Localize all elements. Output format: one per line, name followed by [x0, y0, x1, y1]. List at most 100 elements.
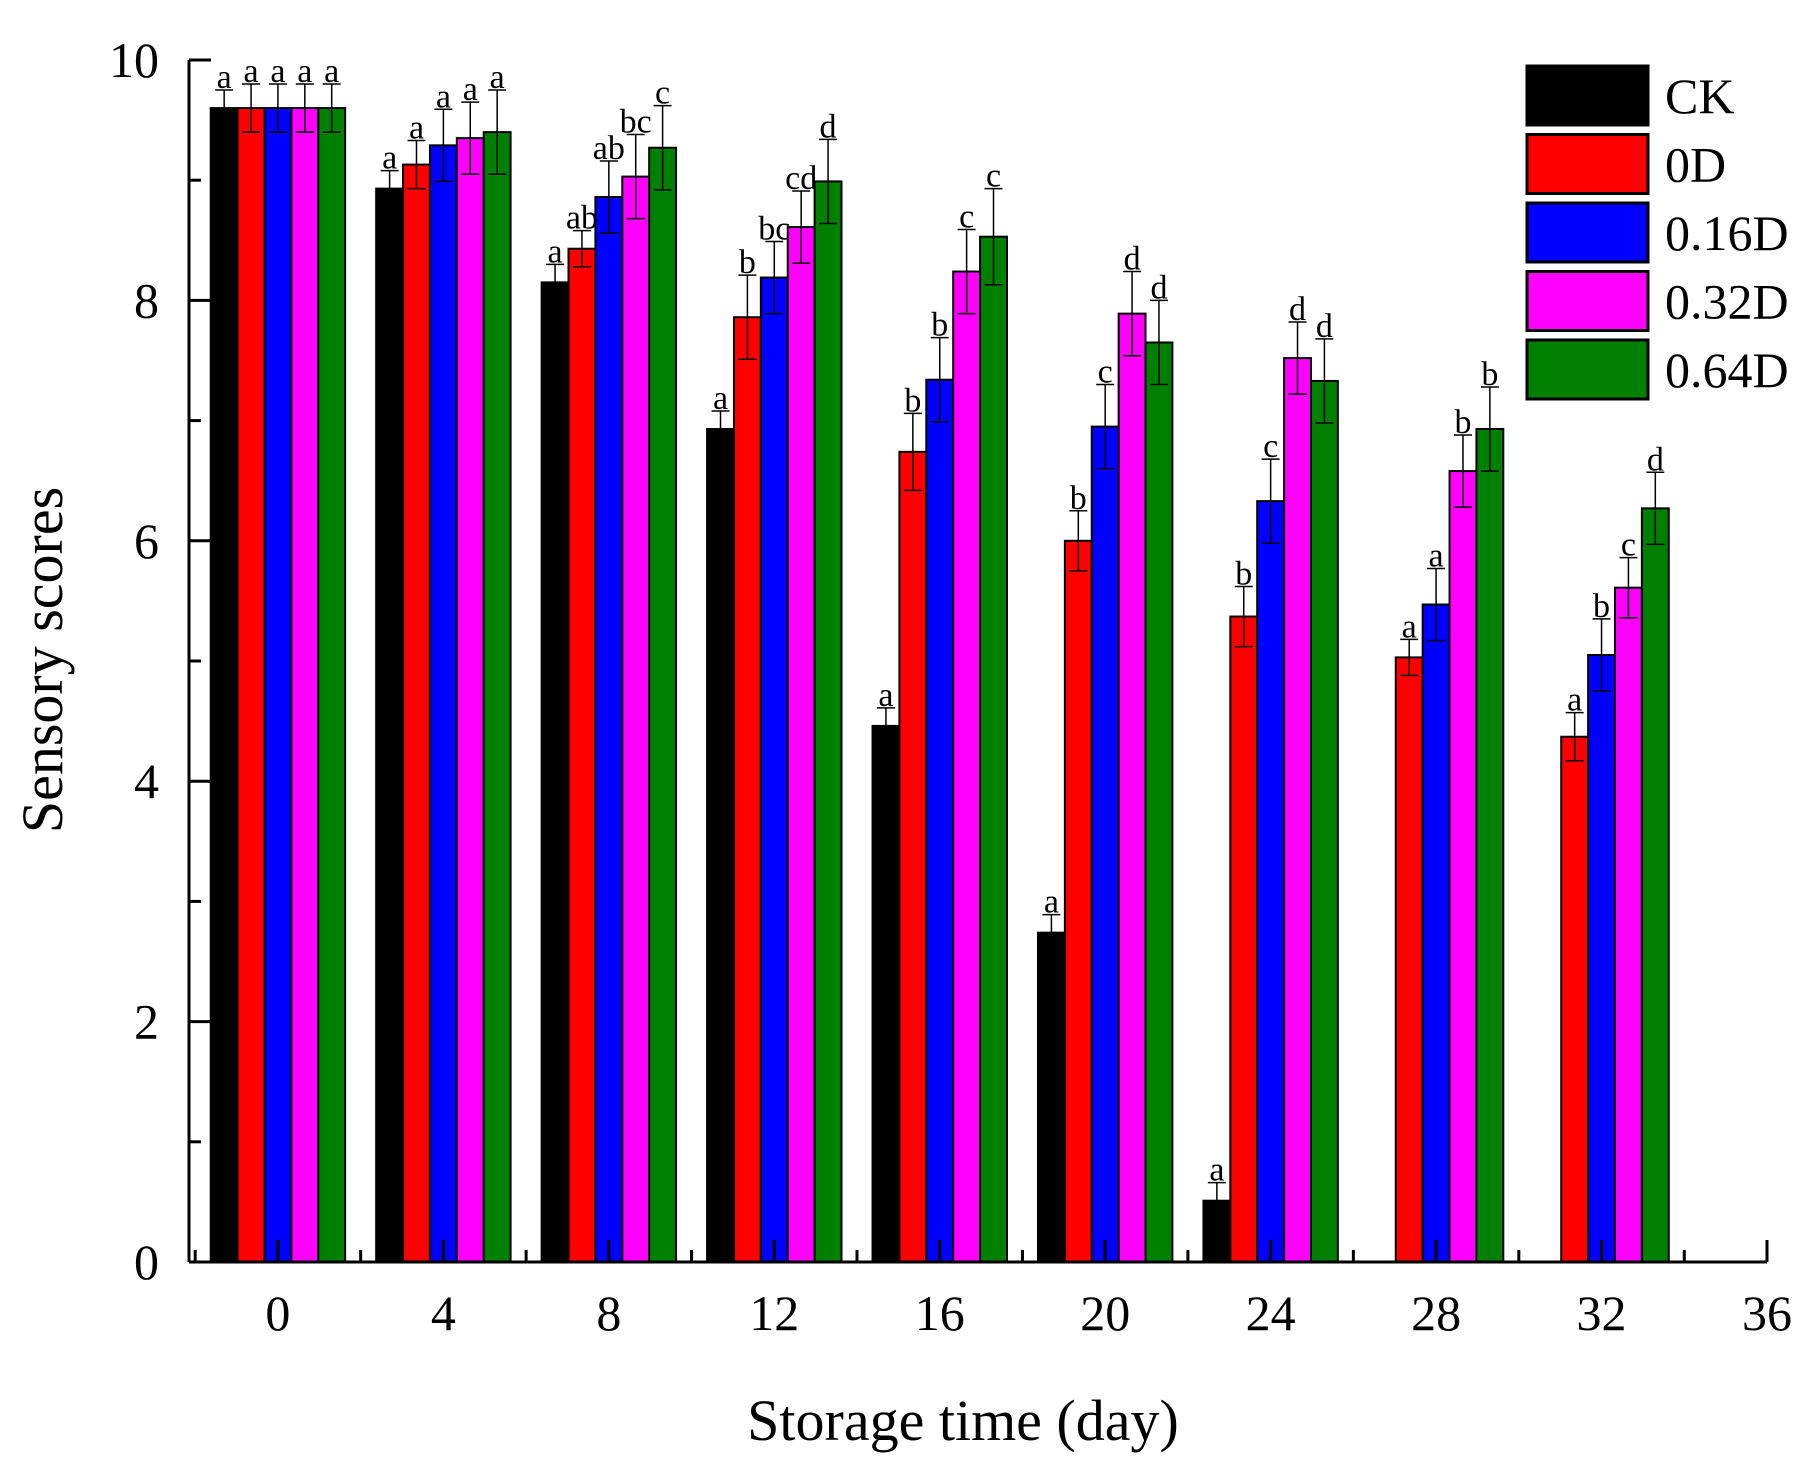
significance-letter: b — [739, 244, 756, 281]
significance-letter: c — [959, 198, 974, 235]
x-tick-label: 8 — [596, 1285, 621, 1341]
bar-032d-day-12 — [786, 226, 816, 1263]
bar-0d-day-4 — [402, 163, 431, 1264]
legend-swatch-ck — [1525, 64, 1650, 127]
legend-swatch-0d — [1525, 133, 1650, 195]
x-tick-label: 12 — [749, 1285, 799, 1341]
legend-swatch-016d — [1525, 201, 1650, 264]
x-tick-label: 16 — [915, 1285, 965, 1341]
bar-064d-day-20 — [1144, 341, 1174, 1264]
bar-064d-day-28 — [1475, 428, 1505, 1264]
bar-016d-day-0 — [263, 107, 293, 1264]
significance-letter: bc — [758, 211, 790, 248]
significance-letter: ab — [566, 200, 598, 237]
significance-letter: c — [1621, 527, 1636, 564]
x-tick-label: 24 — [1246, 1285, 1296, 1341]
bar-064d-day-24 — [1309, 379, 1339, 1263]
significance-letter: a — [548, 233, 563, 270]
significance-letter: a — [713, 380, 728, 417]
bar-0d-day-28 — [1394, 656, 1424, 1263]
bar-0d-day-0 — [236, 107, 266, 1264]
bar-032d-day-4 — [455, 137, 485, 1263]
legend-label: 0D — [1665, 137, 1726, 193]
significance-letter: c — [1263, 428, 1278, 465]
y-tick-label: 0 — [134, 1234, 159, 1290]
bar-032d-day-8 — [621, 175, 651, 1263]
significance-letter: a — [490, 59, 505, 96]
significance-letter: bc — [620, 104, 652, 141]
legend-swatch-064d — [1525, 338, 1650, 401]
significance-letter: ab — [593, 130, 625, 167]
bar-ck-day-16 — [871, 724, 901, 1263]
significance-letter: d — [1124, 241, 1141, 278]
bar-016d-day-4 — [428, 144, 458, 1263]
bar-064d-day-16 — [979, 235, 1008, 1264]
significance-letter: cd — [785, 160, 817, 197]
significance-letter: a — [243, 53, 258, 90]
significance-letter: b — [1454, 404, 1471, 441]
bar-016d-day-24 — [1256, 500, 1286, 1264]
bar-0d-day-24 — [1229, 615, 1259, 1263]
bar-064d-day-12 — [813, 180, 843, 1264]
legend-swatch-032d — [1525, 270, 1650, 332]
bar-032d-day-28 — [1448, 470, 1478, 1264]
legend-label: CK — [1665, 68, 1734, 124]
bar-ck-day-12 — [706, 428, 735, 1264]
bar-032d-day-0 — [290, 107, 320, 1264]
significance-letter: a — [382, 140, 397, 177]
bar-ck-day-4 — [375, 187, 405, 1263]
significance-letter: a — [1429, 537, 1444, 574]
y-axis-title: Sensory scores — [10, 487, 75, 833]
bar-016d-day-20 — [1090, 425, 1120, 1263]
bar-0d-day-8 — [567, 247, 597, 1264]
significance-letter: a — [463, 71, 478, 108]
significance-letter: a — [878, 677, 893, 714]
bar-064d-day-8 — [648, 146, 678, 1264]
y-tick-label: 4 — [134, 753, 159, 809]
legend-label: 0.16D — [1665, 205, 1789, 261]
bar-ck-day-20 — [1036, 931, 1066, 1263]
significance-letter: a — [297, 53, 312, 90]
bar-016d-day-16 — [925, 378, 955, 1263]
x-tick-label: 32 — [1577, 1285, 1627, 1341]
significance-letter: b — [904, 382, 921, 419]
bar-064d-day-0 — [317, 107, 347, 1264]
bar-0d-day-12 — [732, 316, 762, 1263]
significance-letter: b — [931, 307, 948, 344]
bar-064d-day-32 — [1640, 507, 1670, 1263]
bar-016d-day-12 — [759, 276, 789, 1263]
legend-label: 0.64D — [1665, 342, 1789, 398]
y-tick-label: 6 — [134, 513, 159, 569]
significance-letter: c — [655, 75, 670, 112]
significance-letter: d — [1316, 308, 1333, 345]
bar-0d-day-32 — [1560, 735, 1590, 1263]
x-axis-title: Storage time (day) — [747, 1388, 1179, 1453]
significance-letter: b — [1593, 588, 1610, 625]
significance-letter: b — [1235, 555, 1252, 592]
significance-letter: a — [1567, 682, 1582, 719]
y-tick-label: 10 — [109, 32, 159, 88]
significance-letter: d — [1150, 269, 1167, 306]
significance-letter: c — [1098, 354, 1113, 391]
bar-032d-day-24 — [1283, 357, 1312, 1263]
significance-letter: a — [270, 53, 285, 90]
significance-letter: a — [217, 59, 232, 96]
bar-032d-day-20 — [1117, 312, 1147, 1263]
significance-letter: d — [1647, 441, 1664, 478]
significance-letter: b — [1070, 480, 1087, 517]
bar-0d-day-20 — [1063, 539, 1093, 1263]
bar-064d-day-4 — [482, 131, 512, 1263]
bar-016d-day-8 — [594, 196, 624, 1264]
significance-letter: a — [1044, 884, 1059, 921]
significance-letter: b — [1481, 356, 1498, 393]
x-tick-label: 0 — [265, 1285, 290, 1341]
significance-letter: a — [1402, 608, 1417, 645]
significance-letter: a — [409, 110, 424, 147]
bar-016d-day-32 — [1587, 653, 1616, 1263]
legend-label: 0.32D — [1665, 274, 1789, 330]
x-tick-label: 4 — [431, 1285, 456, 1341]
bar-032d-day-32 — [1613, 586, 1643, 1263]
